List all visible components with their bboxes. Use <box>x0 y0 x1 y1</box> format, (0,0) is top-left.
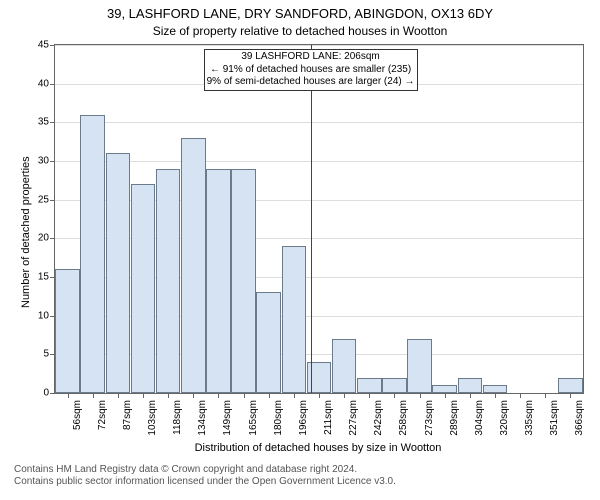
y-tick <box>50 316 55 317</box>
y-tick-label: 5 <box>43 349 49 360</box>
y-tick-label: 15 <box>38 272 49 283</box>
x-tick <box>68 393 69 398</box>
y-tick <box>50 238 55 239</box>
x-tick-label: 242sqm <box>373 400 384 436</box>
y-tick-label: 0 <box>43 388 49 399</box>
bar <box>332 339 357 393</box>
x-tick-label: 320sqm <box>499 400 510 436</box>
y-tick <box>50 84 55 85</box>
x-tick <box>520 393 521 398</box>
annotation-line: 39 LASHFORD LANE: 206sqm <box>207 51 415 64</box>
bar <box>432 385 457 393</box>
y-tick <box>50 161 55 162</box>
bar <box>357 378 382 393</box>
y-tick <box>50 277 55 278</box>
x-tick-label: 103sqm <box>147 400 158 436</box>
plot-area: 39 LASHFORD LANE: 206sqm ← 91% of detach… <box>54 44 584 394</box>
x-tick <box>143 393 144 398</box>
y-tick <box>50 393 55 394</box>
gridline <box>55 45 583 46</box>
x-tick-label: 211sqm <box>323 400 334 435</box>
x-tick <box>495 393 496 398</box>
x-axis-label: Distribution of detached houses by size … <box>54 442 582 454</box>
y-tick-label: 35 <box>38 117 49 128</box>
marker-annotation: 39 LASHFORD LANE: 206sqm ← 91% of detach… <box>204 49 418 91</box>
x-tick-label: 165sqm <box>248 400 259 436</box>
x-tick-label: 335sqm <box>524 400 535 436</box>
bar <box>156 169 181 393</box>
y-tick-label: 40 <box>38 78 49 89</box>
y-tick <box>50 45 55 46</box>
bar <box>458 378 483 393</box>
x-tick <box>545 393 546 398</box>
x-tick <box>344 393 345 398</box>
annotation-line: 9% of semi-detached houses are larger (2… <box>207 76 415 89</box>
x-tick <box>394 393 395 398</box>
x-tick-label: 351sqm <box>549 400 560 436</box>
x-tick <box>294 393 295 398</box>
x-tick-label: 289sqm <box>449 400 460 436</box>
y-tick-label: 45 <box>38 40 49 51</box>
x-tick-label: 258sqm <box>398 400 409 436</box>
bar <box>55 269 80 393</box>
x-tick-label: 304sqm <box>474 400 485 436</box>
bar <box>131 184 156 393</box>
bar <box>282 246 307 393</box>
y-tick-label: 25 <box>38 194 49 205</box>
gridline <box>55 122 583 123</box>
x-tick-label: 134sqm <box>197 400 208 436</box>
y-tick-label: 30 <box>38 156 49 167</box>
annotation-line: ← 91% of detached houses are smaller (23… <box>207 64 415 77</box>
y-tick-label: 20 <box>38 233 49 244</box>
x-tick <box>193 393 194 398</box>
bar <box>256 292 281 393</box>
x-tick-label: 56sqm <box>72 400 83 430</box>
bar <box>382 378 407 393</box>
x-tick-label: 118sqm <box>172 400 183 435</box>
x-tick <box>269 393 270 398</box>
bar <box>558 378 583 393</box>
x-tick <box>420 393 421 398</box>
x-tick-label: 227sqm <box>348 400 359 436</box>
bar <box>483 385 508 393</box>
bar <box>80 115 105 393</box>
marker-vline <box>311 45 312 393</box>
x-tick <box>218 393 219 398</box>
x-tick <box>319 393 320 398</box>
x-tick-label: 273sqm <box>424 400 435 436</box>
x-tick <box>118 393 119 398</box>
x-tick <box>470 393 471 398</box>
y-axis-label: Number of detached properties <box>20 156 32 308</box>
footnote-line: Contains HM Land Registry data © Crown c… <box>14 464 396 476</box>
y-tick <box>50 354 55 355</box>
x-tick <box>369 393 370 398</box>
chart-title-sub: Size of property relative to detached ho… <box>0 24 600 38</box>
x-tick <box>570 393 571 398</box>
bar <box>231 169 256 393</box>
footnote-line: Contains public sector information licen… <box>14 476 396 488</box>
x-tick-label: 180sqm <box>273 400 284 436</box>
x-tick <box>244 393 245 398</box>
y-tick-label: 10 <box>38 310 49 321</box>
x-tick <box>445 393 446 398</box>
x-tick <box>168 393 169 398</box>
x-tick-label: 72sqm <box>97 400 108 430</box>
bar <box>181 138 206 393</box>
x-tick-label: 196sqm <box>298 400 309 436</box>
footnote: Contains HM Land Registry data © Crown c… <box>14 464 396 488</box>
bar <box>106 153 131 393</box>
bar <box>407 339 432 393</box>
x-tick-label: 149sqm <box>222 400 233 436</box>
x-tick <box>93 393 94 398</box>
chart-title-main: 39, LASHFORD LANE, DRY SANDFORD, ABINGDO… <box>0 6 600 21</box>
bar <box>206 169 231 393</box>
y-tick <box>50 200 55 201</box>
x-tick-label: 366sqm <box>574 400 585 436</box>
x-tick-label: 87sqm <box>122 400 133 430</box>
gridline <box>55 161 583 162</box>
y-tick <box>50 122 55 123</box>
